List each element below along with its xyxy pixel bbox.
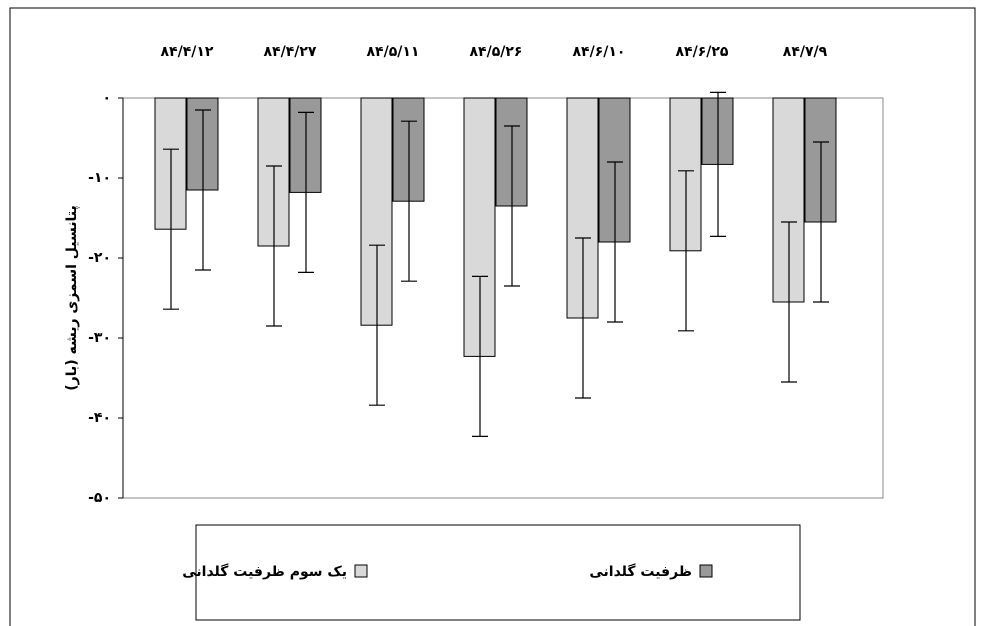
y-tick-label: -۳۰ (88, 330, 111, 346)
error-bar (266, 165, 282, 327)
error-bar (575, 237, 591, 399)
x-tick-label: ۸۴/۶/۱۰ (573, 44, 626, 60)
y-tick-label: -۲۰ (88, 250, 111, 266)
error-bar (813, 141, 829, 303)
x-tick-label: ۸۴/۶/۲۵ (676, 44, 729, 60)
x-tick-label: ۸۴/۷/۹ (783, 44, 828, 60)
y-tick-label: -۵۰ (88, 490, 111, 506)
x-tick-label: ۸۴/۴/۲۷ (264, 44, 317, 60)
x-tick-label: ۸۴/۵/۲۶ (470, 44, 523, 60)
y-tick-label: -۱۰ (88, 170, 111, 186)
x-tick-label: ۸۴/۵/۱۱ (367, 44, 420, 60)
error-bar (472, 275, 488, 437)
legend-label: ظرفیت گلدانی (589, 563, 692, 580)
error-bar (401, 120, 417, 282)
y-axis-label: پتانسیل اسمزی ریشه (بار) (64, 205, 80, 390)
error-bar (298, 111, 314, 273)
error-bar (710, 91, 726, 237)
error-bar (678, 170, 694, 332)
error-bar (369, 244, 385, 406)
x-tick-label: ۸۴/۴/۱۲ (161, 44, 214, 60)
y-tick-label: ۰ (102, 90, 111, 106)
frame (9, 7, 976, 626)
error-bar (163, 148, 179, 310)
error-bar (195, 109, 211, 271)
error-bar (781, 221, 797, 383)
error-bar (504, 125, 520, 287)
legend-swatch (699, 564, 713, 578)
legend-swatch (354, 564, 368, 578)
legend-label: یک سوم ظرفیت گلدانی (182, 563, 347, 580)
legend (195, 524, 801, 621)
error-bar (607, 161, 623, 323)
y-tick-label: -۴۰ (88, 410, 111, 426)
